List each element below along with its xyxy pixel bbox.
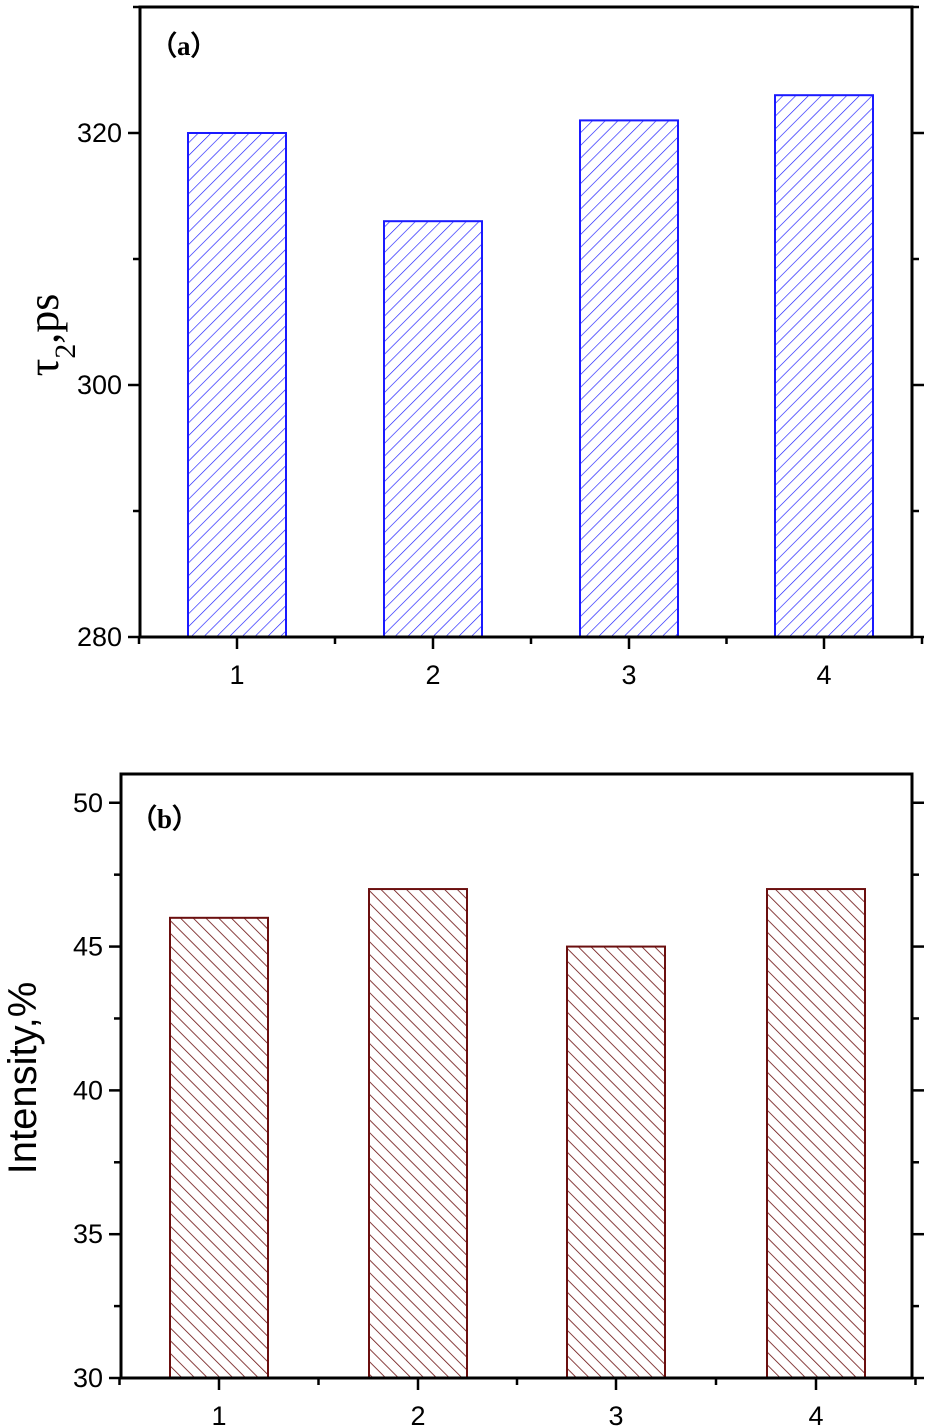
panel-b-bar-4 xyxy=(766,888,866,1379)
panel-a-y-axis-label-text: τ xyxy=(19,359,68,377)
panel-b-axes: 30 35 40 45 50 1 2 3 4 xyxy=(73,772,924,1427)
panel-b-y-axis-label-text: Intensity,% xyxy=(1,982,45,1175)
panel-b-y-tick-label: 30 xyxy=(73,1363,103,1393)
panel-b-y-tick-label: 40 xyxy=(73,1075,103,1105)
panel-b-x-tick-label: 4 xyxy=(808,1401,823,1427)
panel-b-x-tick-label: 3 xyxy=(608,1401,623,1427)
panel-a-y-tick-label: 300 xyxy=(77,370,122,400)
panel-a-label: （a） xyxy=(150,31,218,61)
panel-b-y-tick-label: 45 xyxy=(73,932,103,962)
panel-b-bar-1 xyxy=(169,916,269,1379)
panel-b-x-tick-label: 2 xyxy=(410,1401,425,1427)
panel-b-bar-2 xyxy=(368,888,468,1379)
panel-a-y-axis-label-subscript: 2 xyxy=(49,344,82,359)
panel-a-plot-frame xyxy=(138,5,914,639)
panel-b-x-tick-label: 1 xyxy=(211,1401,226,1427)
panel-b-bar-3 xyxy=(566,945,666,1379)
chart-panel-b: （b） Intensity,% 30 35 40 45 50 1 2 3 4 xyxy=(1,772,924,1427)
panel-a-y-tick-label: 320 xyxy=(77,118,122,148)
panel-a-bar-1 xyxy=(187,132,287,638)
panel-a-y-tick-label: 280 xyxy=(77,622,122,652)
panel-b-y-axis-label: Intensity,% xyxy=(1,982,45,1175)
panel-a-x-tick-label: 4 xyxy=(816,660,831,690)
panel-a-x-tick-label: 3 xyxy=(621,660,636,690)
panel-b-bars xyxy=(169,888,866,1379)
panel-a-bar-2 xyxy=(383,220,483,638)
panel-a-x-tick-label: 2 xyxy=(425,660,440,690)
panel-a-bar-4 xyxy=(774,94,874,638)
panel-a-x-tick-label: 1 xyxy=(229,660,244,690)
panel-a-bars xyxy=(187,94,874,638)
panel-b-y-tick-label: 50 xyxy=(73,788,103,818)
panel-a-y-axis-label: τ2,ps xyxy=(19,294,82,377)
panel-a-bar-3 xyxy=(579,119,679,638)
panel-b-label: （b） xyxy=(130,804,199,834)
panel-a-y-axis-label-rest: ,ps xyxy=(19,294,68,344)
panel-b-y-tick-label: 35 xyxy=(73,1219,103,1249)
panel-a-axes: 280 300 320 1 2 3 4 xyxy=(77,5,924,690)
